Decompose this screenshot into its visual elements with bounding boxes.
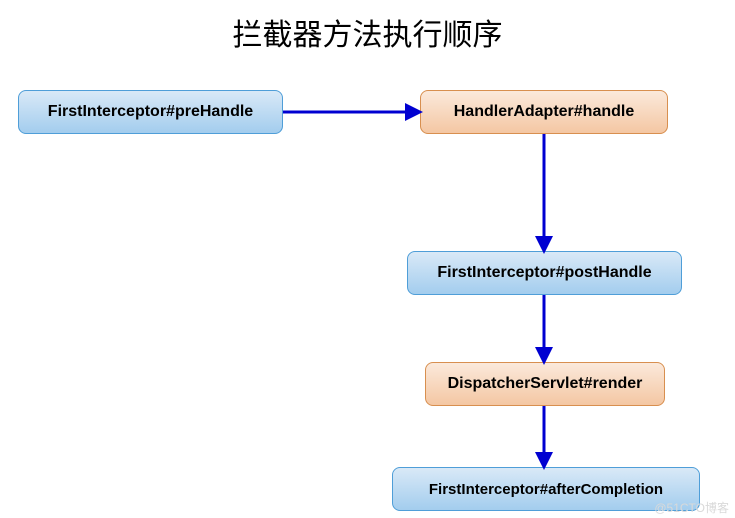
diagram-title: 拦截器方法执行顺序 [0,10,735,54]
node-render: DispatcherServlet#render [425,362,665,406]
node-label: FirstInterceptor#postHandle [437,264,651,282]
node-prehandle: FirstInterceptor#preHandle [18,90,283,134]
node-handler-adapter: HandlerAdapter#handle [420,90,668,134]
node-label: FirstInterceptor#preHandle [48,103,253,121]
node-label: DispatcherServlet#render [448,375,643,393]
node-label: FirstInterceptor#afterCompletion [429,481,663,498]
node-label: HandlerAdapter#handle [454,103,634,121]
watermark: @51CTO博客 [654,499,729,516]
node-posthandle: FirstInterceptor#postHandle [407,251,682,295]
